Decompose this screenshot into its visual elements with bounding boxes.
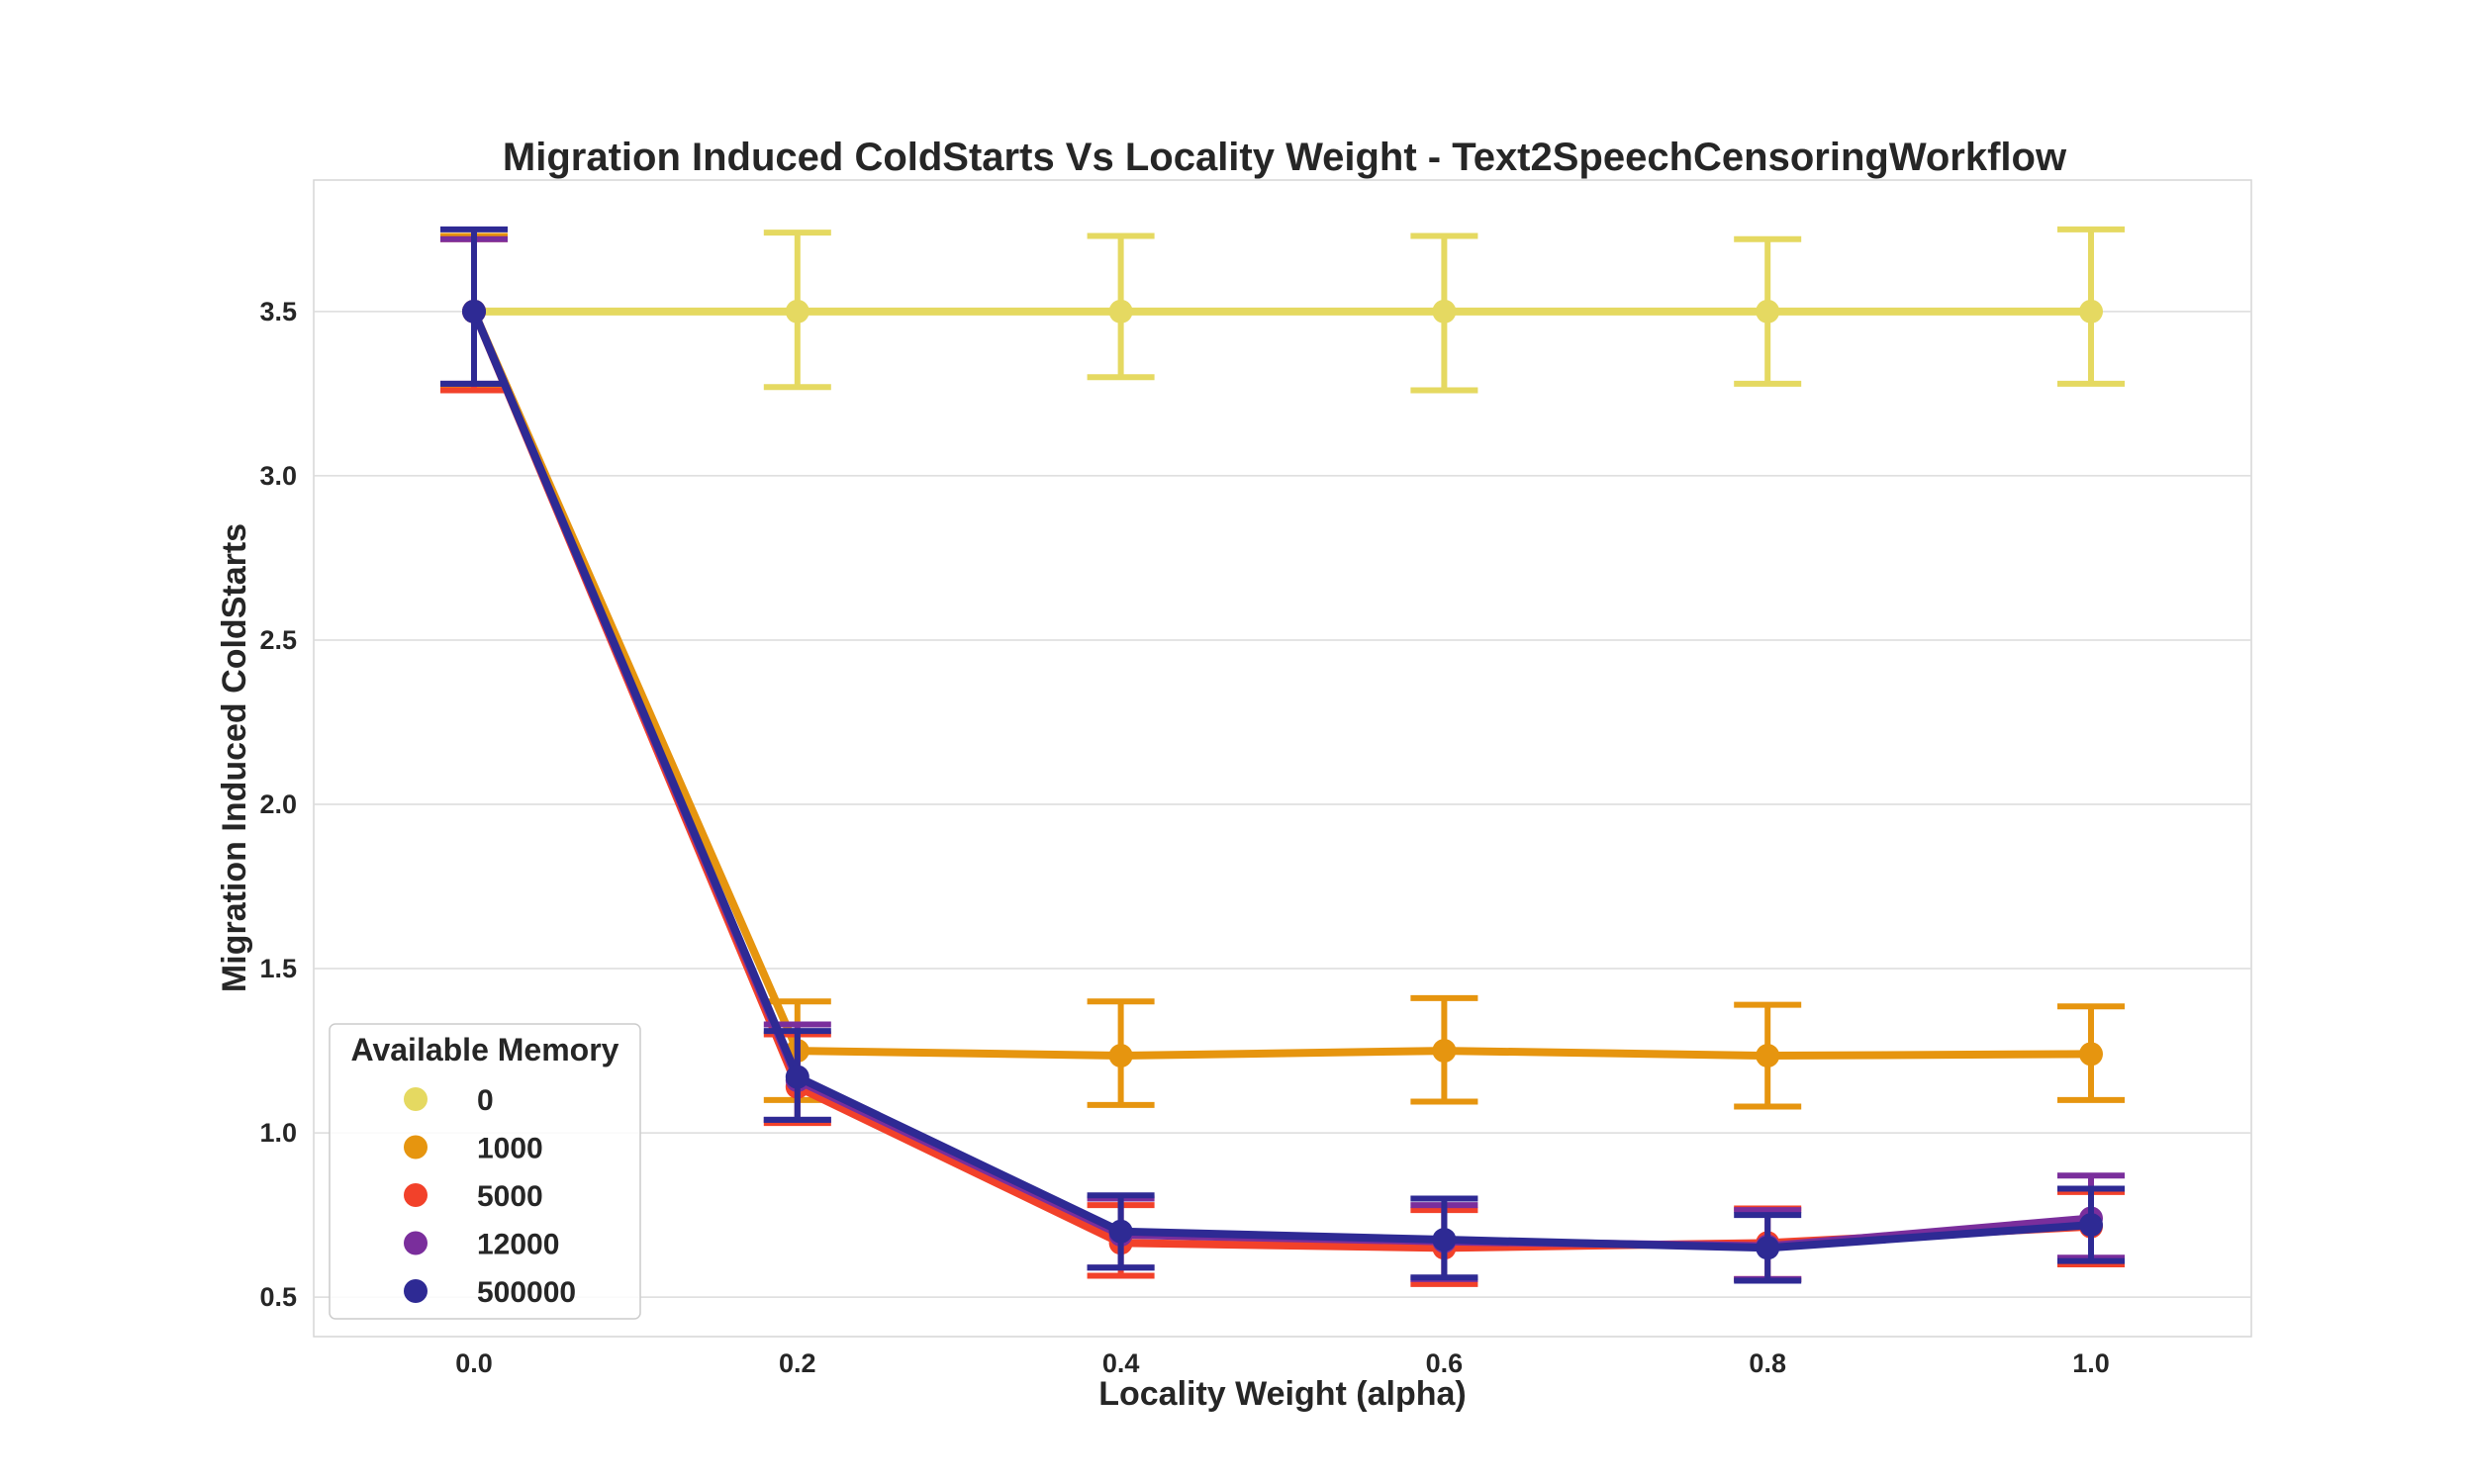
legend-title: Available Memory bbox=[351, 1032, 619, 1067]
x-tick-label: 0.8 bbox=[1749, 1348, 1786, 1378]
y-tick-label: 2.0 bbox=[259, 789, 297, 819]
chart-title: Migration Induced ColdStarts Vs Locality… bbox=[503, 136, 2067, 179]
x-tick-label: 0.4 bbox=[1102, 1348, 1140, 1378]
legend-label: 0 bbox=[477, 1084, 494, 1117]
data-point bbox=[1432, 1228, 1457, 1252]
y-tick-labels: 0.5 1.0 1.5 2.0 2.5 3.0 3.5 bbox=[259, 297, 297, 1312]
data-point bbox=[785, 1065, 809, 1089]
y-tick-label: 0.5 bbox=[259, 1282, 297, 1312]
x-tick-label: 0.2 bbox=[779, 1348, 816, 1378]
data-point bbox=[785, 299, 809, 324]
data-point bbox=[1756, 1236, 1780, 1260]
data-point bbox=[1432, 1039, 1457, 1064]
data-point bbox=[1756, 1044, 1780, 1068]
series-0 bbox=[440, 226, 2125, 394]
legend-label: 1000 bbox=[477, 1133, 543, 1165]
data-point bbox=[1108, 1044, 1133, 1068]
data-point bbox=[462, 299, 486, 324]
data-point bbox=[1108, 299, 1133, 324]
legend-label: 5000 bbox=[477, 1180, 543, 1213]
x-tick-labels: 0.0 0.2 0.4 0.6 0.8 1.0 bbox=[455, 1348, 2110, 1378]
y-tick-label: 1.5 bbox=[259, 954, 297, 983]
y-tick-label: 2.5 bbox=[259, 625, 297, 655]
legend-label: 500000 bbox=[477, 1276, 576, 1309]
legend-marker bbox=[404, 1279, 428, 1303]
series-line bbox=[470, 307, 2095, 1252]
legend: Available Memory 0 1000 5000 12000 500000 bbox=[329, 1023, 641, 1320]
y-tick-label: 3.5 bbox=[259, 297, 297, 326]
x-tick-label: 0.0 bbox=[455, 1348, 493, 1378]
legend-marker bbox=[404, 1183, 428, 1207]
x-axis-label: Locality Weight (alpha) bbox=[1098, 1375, 1467, 1413]
y-tick-label: 3.0 bbox=[259, 461, 297, 491]
legend-label: 12000 bbox=[477, 1229, 559, 1261]
data-point bbox=[1432, 299, 1457, 324]
data-point bbox=[1756, 299, 1780, 324]
data-point bbox=[2079, 1213, 2103, 1238]
data-point bbox=[2079, 1042, 2103, 1067]
series-line bbox=[470, 307, 2095, 1061]
y-axis-label: Migration Induced ColdStarts bbox=[216, 523, 253, 992]
legend-frame bbox=[329, 1023, 641, 1320]
x-tick-label: 0.6 bbox=[1426, 1348, 1464, 1378]
series-500000 bbox=[440, 226, 2125, 1284]
y-tick-label: 1.0 bbox=[259, 1118, 297, 1148]
data-point bbox=[2079, 299, 2103, 324]
legend-marker bbox=[404, 1087, 428, 1111]
series-group bbox=[440, 226, 2125, 1287]
legend-marker bbox=[404, 1135, 428, 1159]
legend-items: 0 1000 5000 12000 500000 bbox=[404, 1084, 576, 1309]
data-point bbox=[1108, 1219, 1133, 1244]
x-tick-label: 1.0 bbox=[2072, 1348, 2110, 1378]
legend-marker bbox=[404, 1231, 428, 1255]
